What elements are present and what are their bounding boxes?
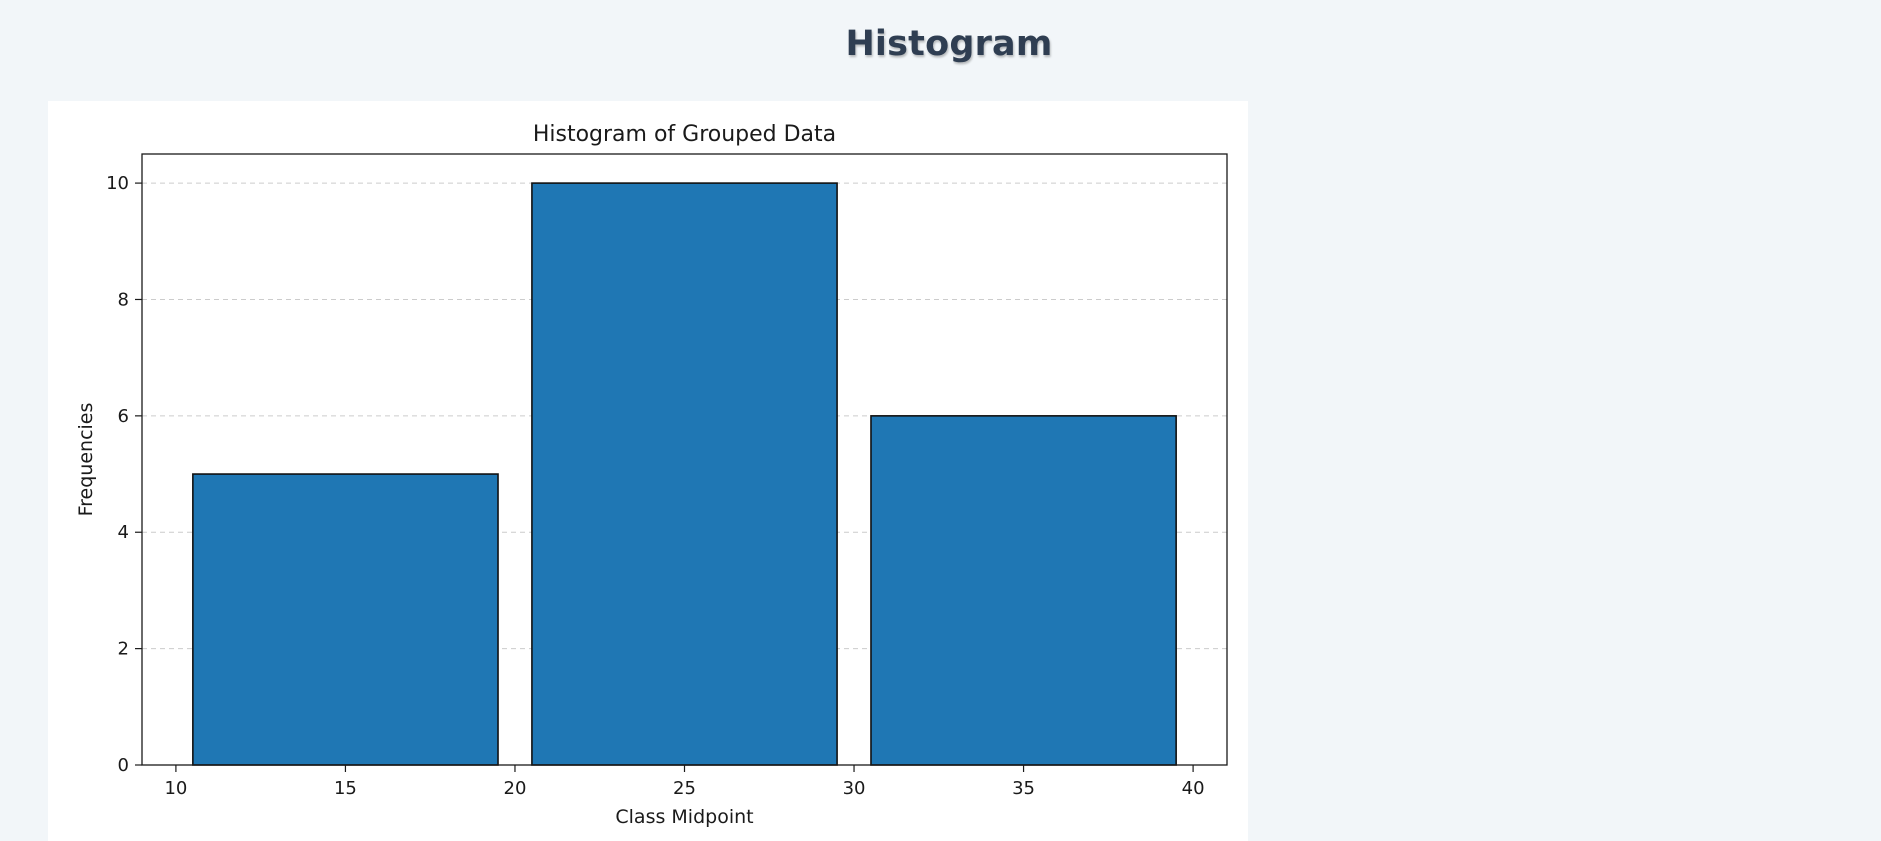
x-tick-label: 20 [504, 778, 527, 799]
y-axis-label: Frequencies [75, 403, 97, 517]
histogram-bar [192, 473, 499, 766]
y-tick-label: 10 [106, 173, 129, 194]
x-tick-label: 40 [1182, 778, 1205, 799]
x-tick-label: 10 [164, 778, 187, 799]
page-title: Histogram [845, 24, 1053, 64]
chart-title: Histogram of Grouped Data [533, 122, 836, 147]
histogram-bar [870, 415, 1177, 766]
y-axis-ticks: 0 2 4 6 8 10 [106, 173, 142, 776]
bars [192, 182, 1177, 766]
x-axis-ticks: 10 15 20 25 30 35 40 [164, 765, 1205, 799]
histogram-bar [531, 182, 838, 766]
x-tick-label: 30 [843, 778, 866, 799]
chart-card: 10 15 20 25 30 35 40 0 2 4 6 8 10 Histogram of Grou… [48, 101, 1248, 841]
y-tick-label: 2 [118, 639, 129, 660]
x-tick-label: 25 [673, 778, 696, 799]
x-axis-label: Class Midpoint [615, 806, 753, 828]
y-tick-label: 6 [118, 406, 129, 427]
x-tick-label: 35 [1012, 778, 1035, 799]
y-tick-label: 4 [118, 522, 129, 543]
y-tick-label: 8 [118, 289, 129, 310]
x-tick-label: 15 [334, 778, 357, 799]
histogram-chart: 10 15 20 25 30 35 40 0 2 4 6 8 10 Histogram of Grou… [75, 122, 1228, 828]
y-tick-label: 0 [118, 755, 129, 776]
